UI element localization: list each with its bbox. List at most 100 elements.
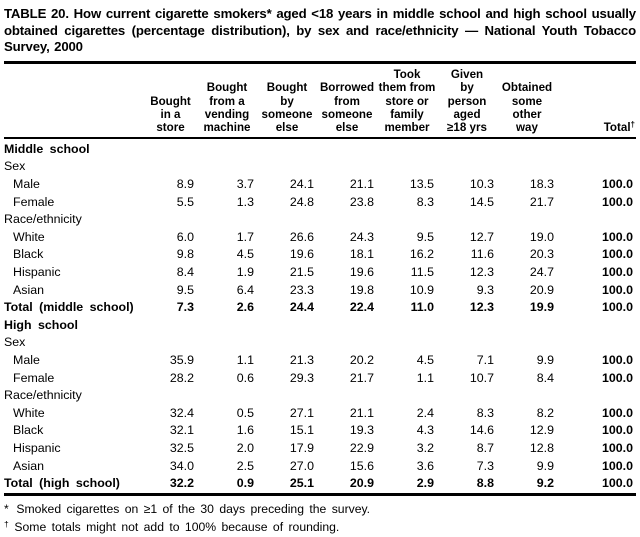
value-cell: 20.3 (529, 247, 554, 262)
value-cell: 1.1 (236, 352, 254, 367)
data-table-container: Bought in a store Bought from a vending machin… (4, 60, 636, 496)
value-cell: 1.3 (236, 194, 254, 209)
row-label: Total (high school) (4, 476, 120, 491)
value-cell: 24.3 (349, 229, 374, 244)
value-cell: 25.1 (289, 476, 314, 491)
value-cell: 21.3 (289, 352, 314, 367)
value-cell: 2.9 (416, 476, 434, 491)
value-cell: 8.4 (176, 264, 194, 279)
table-row: Race/ethnicity (4, 211, 636, 229)
value-cell: 18.1 (349, 247, 374, 262)
value-cell: 11.6 (470, 247, 494, 262)
value-cell: 21.1 (349, 405, 374, 420)
value-cell: 100.0 (601, 247, 633, 262)
value-cell: 1.1 (416, 370, 434, 385)
column-header: Bought in a store (144, 63, 197, 139)
value-cell: 22.4 (349, 300, 374, 315)
row-label: Total (middle school) (4, 300, 134, 315)
value-cell: 28.2 (169, 370, 194, 385)
value-cell: 23.8 (349, 194, 374, 209)
value-cell: 100.0 (601, 282, 633, 297)
table-row: Female 5.5 1.3 24.8 23.8 8.3 14.5 21.7 100.0 (4, 194, 636, 212)
column-header: Given by person aged ≥18 yrs (437, 63, 497, 139)
value-cell: 27.1 (289, 405, 314, 420)
table-row: White 6.0 1.7 26.6 24.3 9.5 12.7 19.0 100.0 (4, 229, 636, 247)
row-label: Middle school (4, 141, 90, 156)
row-label: Black (13, 423, 44, 438)
table-row: Hispanic 32.5 2.0 17.9 22.9 3.2 8.7 12.8 100.0 (4, 440, 636, 458)
row-label: White (13, 405, 45, 420)
value-cell: 12.8 (529, 440, 554, 455)
value-cell: 32.2 (169, 476, 194, 491)
table-row: Total (high school) 32.2 0.9 25.1 20.9 2.9 8.8… (4, 475, 636, 493)
value-cell: 11.0 (410, 300, 434, 315)
value-cell: 19.3 (349, 423, 374, 438)
value-cell: 12.3 (469, 264, 494, 279)
value-cell: 7.3 (476, 458, 494, 473)
table-row: Black 9.8 4.5 19.6 18.1 16.2 11.6 20.3 100.0 (4, 246, 636, 264)
footnote-text: Smoked cigarettes on ≥1 of the 30 days p… (11, 501, 371, 516)
footnote: * Smoked cigarettes on ≥1 of the 30 days… (4, 502, 636, 517)
value-cell: 1.6 (236, 423, 254, 438)
row-label: Sex (4, 159, 26, 174)
row-label: Asian (13, 458, 44, 473)
value-cell: 0.5 (236, 405, 254, 420)
value-cell: 8.2 (536, 405, 554, 420)
value-cell: 27.0 (289, 458, 314, 473)
row-label: Female (13, 194, 55, 209)
value-cell: 24.1 (289, 177, 314, 191)
value-cell: 4.5 (236, 247, 254, 262)
row-label: Male (13, 352, 40, 367)
value-cell: 100.0 (601, 229, 633, 244)
value-cell: 0.6 (236, 370, 254, 385)
data-table: Bought in a store Bought from a vending machin… (4, 63, 636, 493)
table-title: TABLE 20. How current cigarette smokers*… (4, 6, 636, 55)
value-cell: 24.8 (289, 194, 314, 209)
value-cell: 100.0 (601, 264, 633, 279)
value-cell: 11.5 (410, 264, 434, 279)
footnote-marker: † (4, 519, 9, 530)
value-cell: 100.0 (601, 405, 633, 420)
column-header: Bought from a vending machine (197, 63, 257, 139)
value-cell: 12.7 (469, 229, 494, 244)
value-cell: 1.9 (236, 264, 254, 279)
value-cell: 8.4 (536, 370, 554, 385)
value-cell: 32.5 (169, 440, 194, 455)
value-cell: 9.9 (536, 458, 554, 473)
row-label: High school (4, 317, 78, 332)
value-cell: 35.9 (169, 352, 194, 367)
value-cell: 3.6 (416, 458, 434, 473)
value-cell: 29.3 (289, 370, 314, 385)
value-cell: 8.8 (476, 476, 494, 491)
table-header: Bought in a store Bought from a vending machin… (4, 63, 636, 139)
value-cell: 100.0 (601, 423, 633, 438)
table-row: High school (4, 317, 636, 335)
table-header-row: Bought in a store Bought from a vending machin… (4, 63, 636, 139)
value-cell: 5.5 (176, 194, 194, 209)
row-label: Race/ethnicity (4, 212, 82, 227)
value-cell: 15.6 (349, 458, 374, 473)
value-cell: 8.9 (176, 177, 194, 191)
value-cell: 19.6 (349, 264, 374, 279)
value-cell: 100.0 (601, 476, 633, 491)
value-cell: 100.0 (601, 440, 633, 455)
value-cell: 3.7 (236, 177, 254, 191)
value-cell: 100.0 (601, 300, 633, 315)
value-cell: 20.9 (529, 282, 554, 297)
value-cell: 14.5 (469, 194, 494, 209)
value-cell: 22.9 (349, 440, 374, 455)
table-row: Sex (4, 158, 636, 176)
value-cell: 4.5 (416, 352, 434, 367)
value-cell: 24.7 (529, 264, 554, 279)
value-cell: 2.6 (236, 300, 254, 315)
table-row: Asian 9.5 6.4 23.3 19.8 10.9 9.3 20.9 100.0 (4, 282, 636, 300)
row-label: Race/ethnicity (4, 388, 82, 403)
table-row: Male 35.9 1.1 21.3 20.2 4.5 7.1 9.9 100.0 (4, 352, 636, 370)
table-row: Black 32.1 1.6 15.1 19.3 4.3 14.6 12.9 100.0 (4, 422, 636, 440)
value-cell: 32.4 (169, 405, 194, 420)
value-cell: 19.6 (289, 247, 314, 262)
value-cell: 9.2 (536, 476, 554, 491)
value-cell: 15.1 (289, 423, 314, 438)
column-header: Obtained some other way (497, 63, 557, 139)
